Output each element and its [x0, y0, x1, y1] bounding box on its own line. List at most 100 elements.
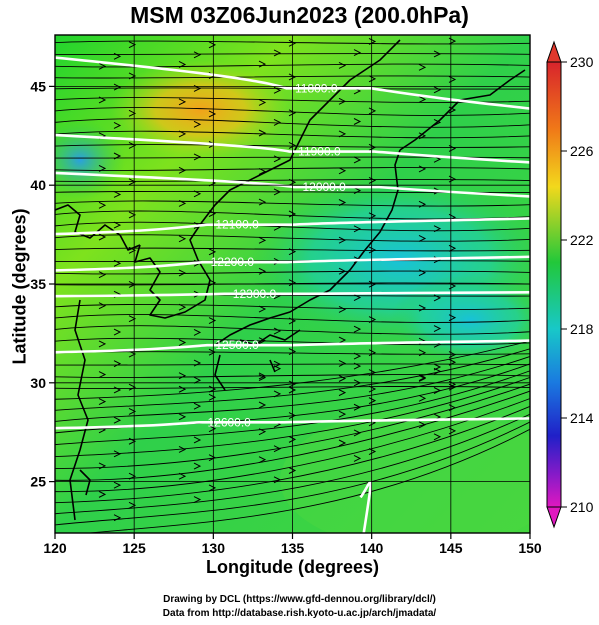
streamline-arrow: [208, 454, 217, 462]
streamline: [55, 118, 530, 128]
streamline-arrow: [288, 386, 297, 394]
streamline-arrow: [193, 402, 202, 410]
streamline-arrow: [208, 210, 217, 218]
y-tick-label: 30: [30, 375, 46, 391]
colorbar-min-arrow: [546, 506, 562, 529]
streamline-arrow: [178, 98, 187, 106]
streamline-arrow: [338, 167, 347, 175]
x-tick-label: 125: [122, 540, 146, 556]
streamline-arrow: [208, 110, 217, 118]
streamline: [55, 259, 530, 263]
y-tick-label: 35: [30, 276, 46, 292]
streamline-arrow: [193, 496, 202, 503]
streamline-arrow: [113, 481, 122, 489]
streamline-arrow: [338, 439, 347, 447]
streamline-arrow: [113, 221, 122, 229]
colorbar: 230 226 222 218 214 210: [546, 40, 594, 529]
contour-label: 12500.0: [215, 338, 259, 352]
x-tick-label: 140: [360, 540, 384, 556]
streamline: [55, 376, 530, 458]
streamline-arrow: [288, 435, 297, 443]
streamline-arrow: [288, 467, 297, 474]
streamline: [55, 374, 530, 378]
contour-line: [359, 481, 372, 533]
streamline-arrow: [113, 416, 122, 424]
streamline-arrow: [433, 50, 442, 58]
streamline-arrow: [98, 164, 107, 172]
contour-line: [55, 133, 530, 164]
streamline-arrow: [128, 211, 137, 219]
streamline: [55, 87, 530, 90]
streamline-arrow: [368, 212, 377, 220]
streamline-arrow: [418, 304, 427, 312]
streamline-arrow: [288, 248, 297, 256]
x-tick-label: 145: [439, 540, 463, 556]
y-tick-label: 40: [30, 177, 46, 193]
contour-line: [55, 255, 530, 272]
streamline: [55, 325, 530, 335]
coastlines: [55, 39, 526, 521]
contour-label: 11800.0: [295, 81, 338, 95]
streamline-arrow: [418, 165, 427, 173]
streamline: [55, 405, 530, 504]
streamline-arrow: [273, 155, 282, 163]
streamline-arrow: [258, 305, 267, 313]
streamline-arrow: [178, 372, 187, 380]
streamline-arrow: [338, 389, 347, 397]
streamline-arrow: [113, 360, 122, 368]
streamline-arrow: [208, 484, 217, 492]
streamline-arrow: [418, 375, 427, 382]
streamline-arrow: [178, 199, 187, 207]
streamline-arrow: [208, 248, 217, 256]
colorbar-tick-label: 226: [570, 143, 594, 159]
x-tick-label: 130: [202, 540, 226, 556]
streamline-arrow: [128, 281, 137, 288]
streamline-arrow: [258, 99, 267, 106]
streamline-arrow: [433, 387, 442, 394]
streamline-arrow: [418, 200, 427, 208]
streamline-arrow: [288, 210, 297, 218]
streamline-arrow: [273, 188, 282, 196]
x-tick-label: 120: [43, 540, 67, 556]
streamline-arrow: [353, 429, 362, 437]
streamline: [55, 200, 530, 207]
streamline: [55, 303, 530, 310]
streamline: [55, 107, 530, 116]
streamline-arrow: [353, 225, 362, 233]
streamline: [55, 390, 530, 481]
streamline-arrow: [368, 75, 377, 83]
streamline-arrow: [258, 337, 267, 345]
streamline-arrow: [193, 462, 202, 470]
colorbar-tick-label: 218: [570, 321, 594, 337]
streamline-arrow: [178, 385, 187, 393]
streamline-arrow: [288, 73, 297, 81]
streamline-arrow: [193, 51, 202, 59]
streamline-arrow: [258, 129, 267, 137]
streamline-arrow: [368, 448, 377, 455]
streamline: [55, 53, 530, 55]
streamline-arrow: [113, 122, 122, 129]
streamline-arrow: [113, 514, 122, 522]
streamline-arrow: [418, 95, 427, 103]
streamline-arrow: [273, 445, 282, 453]
streamline-arrow: [178, 269, 187, 277]
streamline-arrow: [193, 436, 202, 444]
streamline-arrow: [368, 143, 377, 151]
streamline-arrow: [418, 63, 427, 71]
streamline-arrow: [178, 446, 187, 453]
streamline-arrow: [368, 107, 377, 115]
streamline-arrow: [178, 339, 187, 346]
streamline-arrow: [338, 359, 347, 367]
streamline-arrow: [338, 267, 347, 275]
streamline-arrow: [273, 86, 282, 94]
contour-label: 12000.0: [302, 180, 346, 194]
streamline: [55, 178, 530, 183]
streamline-arrow: [418, 394, 427, 402]
streamline-arrow: [98, 398, 107, 406]
streamline-arrow: [338, 130, 347, 138]
streamline-arrow: [113, 83, 122, 91]
streamline: [55, 75, 530, 79]
streamline-arrow: [208, 41, 217, 49]
streamline-arrow: [208, 425, 217, 433]
streamline-arrow: [178, 303, 187, 311]
